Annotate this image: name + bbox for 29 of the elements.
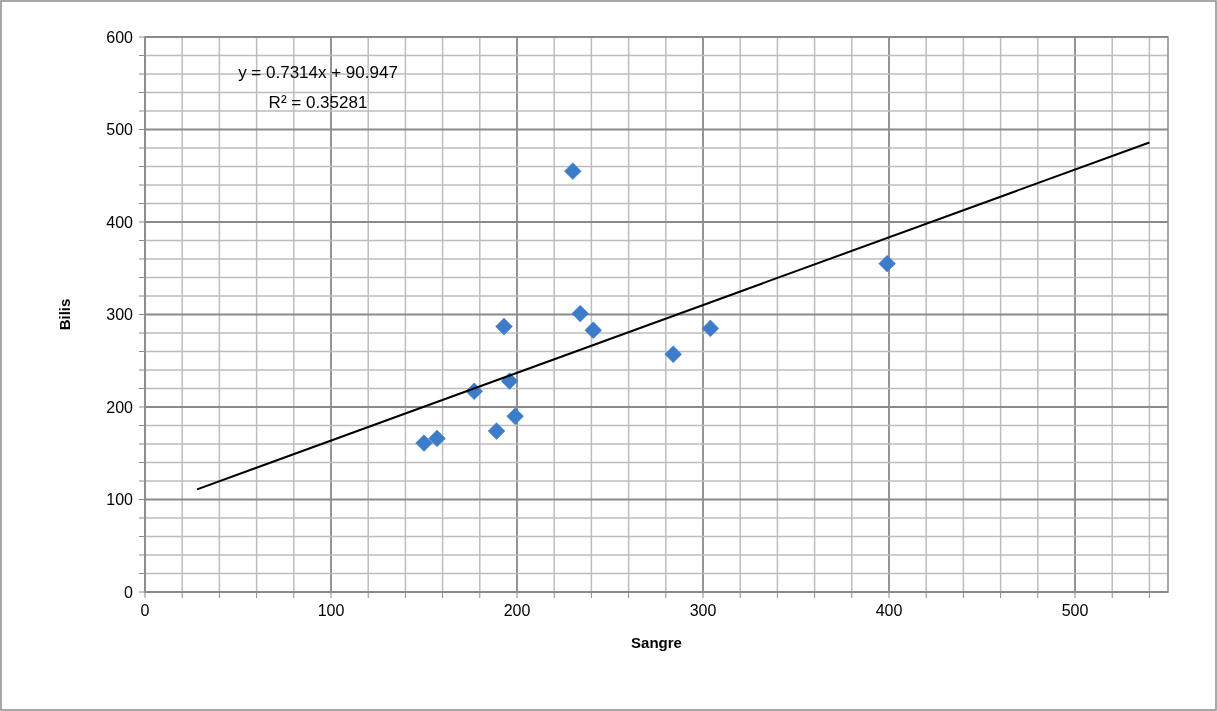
x-tick-label: 300 [689, 602, 717, 619]
point [506, 407, 524, 425]
point [415, 434, 433, 452]
point [487, 422, 506, 440]
x-tick-label: 500 [1061, 602, 1089, 619]
point [428, 429, 446, 448]
y-axis-title: Bilis [56, 298, 73, 331]
point [500, 372, 519, 390]
annotation: R² = 0.35281 [268, 93, 368, 112]
annotation: y = 0.7314x + 90.947 [238, 63, 398, 82]
x-axis-title: Sangre [631, 634, 682, 651]
point [571, 304, 589, 323]
x-tick-label: 0 [140, 602, 150, 619]
y-tick-label: 600 [106, 28, 134, 46]
point [584, 321, 602, 339]
point [701, 319, 720, 338]
y-tick-label: 100 [106, 491, 134, 509]
point [878, 254, 896, 273]
y-tick-label: 500 [106, 121, 134, 139]
x-tick-label: 100 [317, 602, 345, 619]
point [664, 345, 682, 363]
point [495, 317, 513, 336]
y-tick-label: 0 [124, 583, 134, 601]
y-tick-label: 400 [106, 213, 134, 231]
point [564, 162, 582, 180]
y-tick-label: 200 [106, 398, 134, 416]
x-tick-label: 400 [875, 602, 903, 619]
y-tick-label: 300 [106, 306, 134, 324]
x-tick-label: 200 [503, 602, 531, 619]
